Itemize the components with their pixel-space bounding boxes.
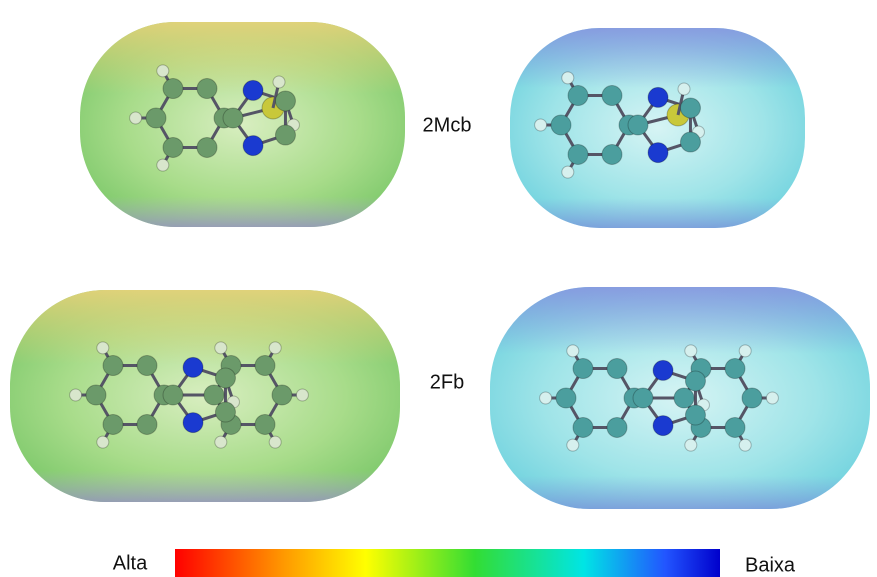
atom-or-bond: [573, 417, 593, 437]
atom-or-bond: [243, 136, 263, 156]
atom-or-bond: [223, 108, 243, 128]
atom-or-bond: [157, 159, 169, 171]
atom-or-bond: [183, 357, 203, 377]
label-2fb: 2Fb: [430, 371, 464, 393]
atom-or-bond: [255, 414, 275, 434]
atom-or-bond: [725, 417, 745, 437]
atom-or-bond: [573, 359, 593, 379]
atom-or-bond: [628, 115, 648, 135]
atom-or-bond: [137, 356, 157, 376]
atom-or-bond: [653, 416, 673, 436]
atom-or-bond: [678, 83, 690, 95]
atom-or-bond: [215, 436, 227, 448]
atom-or-bond: [275, 125, 295, 145]
atom-or-bond: [163, 385, 183, 405]
atom-or-bond: [680, 132, 700, 152]
atom-or-bond: [674, 388, 694, 408]
atom-or-bond: [163, 79, 183, 99]
atom-or-bond: [562, 72, 574, 84]
atom-or-bond: [296, 389, 308, 401]
atom-or-bond: [648, 143, 668, 163]
atom-or-bond: [183, 413, 203, 433]
atom-or-bond: [607, 359, 627, 379]
atom-or-bond: [215, 342, 227, 354]
atom-or-bond: [685, 371, 705, 391]
atom-or-bond: [163, 137, 183, 157]
atom-or-bond: [103, 356, 123, 376]
atom-or-bond: [197, 137, 217, 157]
atom-or-bond: [273, 76, 285, 88]
atom-or-bond: [607, 417, 627, 437]
atom-or-bond: [602, 86, 622, 106]
atom-or-bond: [97, 342, 109, 354]
figure: 2Mcb 2Fb Alta Baixa: [0, 0, 877, 577]
atom-or-bond: [602, 144, 622, 164]
atom-or-bond: [567, 345, 579, 357]
atom-or-bond: [86, 385, 106, 405]
legend-low: Baixa: [745, 554, 796, 576]
atom-or-bond: [204, 385, 224, 405]
atom-or-bond: [197, 79, 217, 99]
color-scale: [175, 549, 720, 577]
atom-or-bond: [562, 166, 574, 178]
atom-or-bond: [130, 112, 142, 124]
atom-or-bond: [653, 360, 673, 380]
atom-or-bond: [97, 436, 109, 448]
atom-or-bond: [535, 119, 547, 131]
atom-or-bond: [685, 345, 697, 357]
atom-or-bond: [157, 65, 169, 77]
atom-or-bond: [556, 388, 576, 408]
atom-or-bond: [568, 86, 588, 106]
atom-or-bond: [215, 368, 235, 388]
atom-or-bond: [568, 144, 588, 164]
atom-or-bond: [272, 385, 292, 405]
atom-or-bond: [648, 87, 668, 107]
label-2mcb: 2Mcb: [423, 114, 472, 136]
atom-or-bond: [766, 392, 778, 404]
atom-or-bond: [103, 414, 123, 434]
atom-or-bond: [275, 91, 295, 111]
atom-or-bond: [243, 80, 263, 100]
atom-or-bond: [215, 402, 235, 422]
atom-or-bond: [551, 115, 571, 135]
atom-or-bond: [725, 359, 745, 379]
legend-high: Alta: [113, 552, 148, 574]
atom-or-bond: [255, 356, 275, 376]
atom-or-bond: [739, 439, 751, 451]
atom-or-bond: [685, 405, 705, 425]
atom-or-bond: [269, 436, 281, 448]
atom-or-bond: [146, 108, 166, 128]
atom-or-bond: [680, 98, 700, 118]
atom-or-bond: [137, 414, 157, 434]
atom-or-bond: [540, 392, 552, 404]
atom-or-bond: [742, 388, 762, 408]
atom-or-bond: [739, 345, 751, 357]
atom-or-bond: [685, 439, 697, 451]
surface-2mcb-left: [80, 22, 405, 227]
atom-or-bond: [567, 439, 579, 451]
atom-or-bond: [70, 389, 82, 401]
atom-or-bond: [269, 342, 281, 354]
atom-or-bond: [633, 388, 653, 408]
